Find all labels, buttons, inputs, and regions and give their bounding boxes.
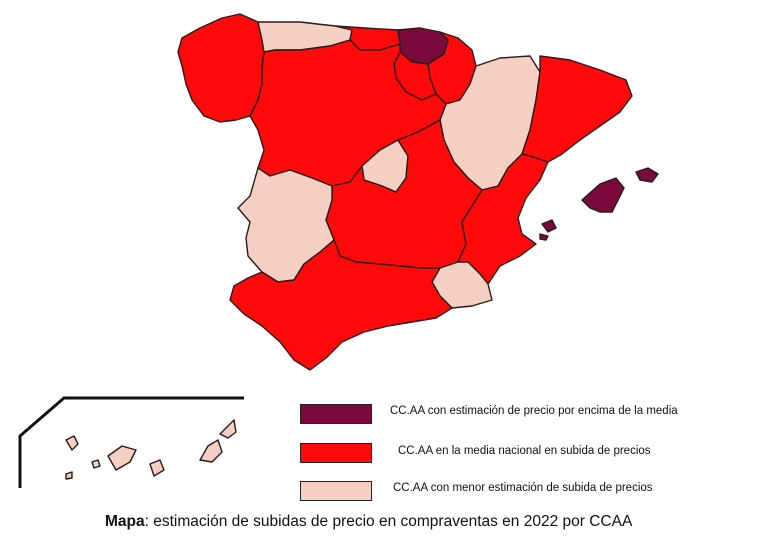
legend-swatch-above bbox=[300, 404, 372, 424]
legend-label-above: CC.AA con estimación de precio por encim… bbox=[390, 405, 678, 417]
caption-text: : estimación de subidas de precio en com… bbox=[144, 513, 633, 530]
legend-label-below: CC.AA con menor estimación de subida de … bbox=[393, 482, 653, 494]
legend-label-average: CC.AA en la media nacional en subida de … bbox=[398, 445, 651, 457]
region-galicia bbox=[177, 13, 265, 123]
region-comunidad-valenciana bbox=[457, 153, 549, 285]
map-caption: Mapa: estimación de subidas de precio en… bbox=[105, 513, 632, 531]
region-andalucia bbox=[229, 239, 453, 371]
caption-bold: Mapa bbox=[105, 513, 145, 530]
legend-swatch-below bbox=[300, 481, 372, 501]
region-islas-baleares bbox=[539, 167, 659, 241]
canarias-inset-frame bbox=[18, 396, 244, 488]
region-cataluna bbox=[521, 55, 633, 163]
region-canarias bbox=[65, 419, 237, 480]
legend-swatch-average bbox=[300, 443, 372, 463]
